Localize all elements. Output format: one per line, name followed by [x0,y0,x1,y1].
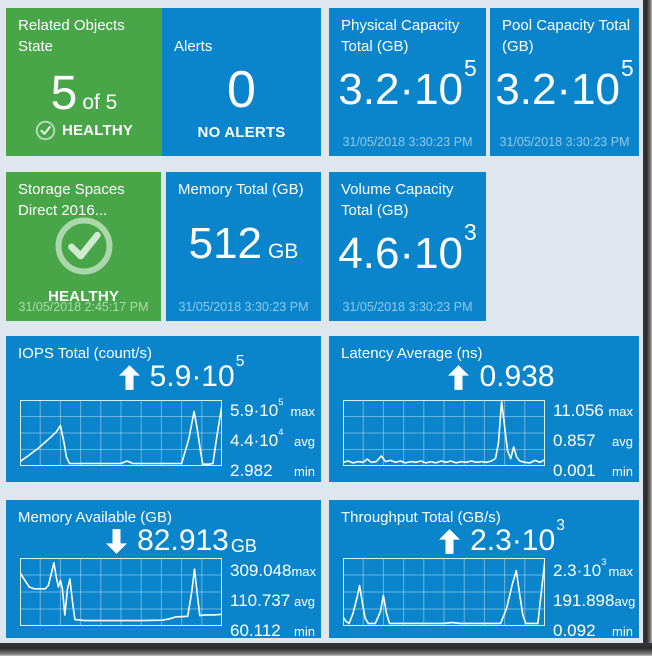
current-value: 82.913 GB [24,525,339,557]
sparkline-chart [343,400,545,466]
sparkline-chart [20,400,222,466]
window-shadow-right [643,0,652,656]
alerts-count: 0 [227,61,256,119]
tile-value: 3.2·105 [495,54,634,114]
tile-value: 512 GB [188,219,299,268]
tile-memory-available[interactable]: Memory Available (GB) 82.913 GB 309.048 ma… [6,500,321,640]
tile-title: Pool Capacity Total (GB) [502,17,631,55]
stat-avg: 191.898 avg [553,591,636,610]
tile-memory-total[interactable]: Memory Total (GB) 512 GB 31/05/2018 3:30:… [166,172,321,321]
stat-max: 5.9·105 max [230,396,315,420]
current-value: 5.9·105 [24,354,339,393]
healthy-check-icon [35,120,56,141]
stat-max: 2.3·103 max [553,556,633,580]
chart-stats: 309.048 max 110.737 avg 60.112 min [230,556,317,646]
sparkline-chart [343,558,545,626]
trend-down-icon [106,528,128,554]
timestamp: 31/05/2018 3:30:23 PM [342,135,473,149]
tile-value: 3.2·105 [338,54,477,114]
healthy-check-icon-large [54,217,113,275]
status-label: NO ALERTS [197,124,286,141]
tile-title: Alerts [174,38,213,55]
tile-title: Memory Total (GB) [178,181,304,198]
tile-pool-capacity[interactable]: Pool Capacity Total (GB) 3.2·105 31/05/2… [490,8,639,156]
tile-title: IOPS Total (count/s) [18,345,152,362]
timestamp: 31/05/2018 3:30:23 PM [342,300,473,314]
stat-min: 60.112 min [230,621,315,640]
tile-title: Latency Average (ns) [341,345,483,362]
tile-related-objects-state[interactable]: Related Objects State 5 of 5 HEALTHY [6,8,162,156]
timestamp: 31/05/2018 2:45:17 PM [18,300,149,314]
trend-up-icon [448,364,470,390]
status-label: HEALTHY [61,122,134,139]
tile-title: Related Objects State [18,17,125,55]
related-objects-count: 5 of 5 [50,67,118,120]
tile-title: Volume Capacity Total (GB) [341,181,454,219]
window-shadow-bottom [0,643,652,656]
tile-volume-capacity[interactable]: Volume Capacity Total (GB) 4.6·103 31/05… [329,172,486,321]
tile-title: Physical Capacity Total (GB) [341,17,460,55]
chart-stats: 11.056 max 0.857 avg 0.001 min [553,396,633,486]
status-badge: HEALTHY [6,288,161,305]
status-badge: NO ALERTS [162,124,321,141]
tile-storage-spaces-direct[interactable]: Storage Spaces Direct 2016... HEALTHY 31… [6,172,161,321]
tile-throughput-total[interactable]: Throughput Total (GB/s) 2.3·103 2.3·103 m… [329,500,639,640]
tile-physical-capacity[interactable]: Physical Capacity Total (GB) 3.2·105 31/… [329,8,486,156]
timestamp: 31/05/2018 3:30:23 PM [178,300,309,314]
current-value: 2.3·103 [347,518,652,557]
stat-avg: 110.737 avg [230,591,315,610]
stat-min: 0.001 min [553,461,633,480]
timestamp: 31/05/2018 3:30:23 PM [499,135,630,149]
tile-latency-average[interactable]: Latency Average (ns) 0.938 11.056 max 0.8… [329,336,639,482]
current-value: 0.938 [347,361,652,393]
chart-stats: 2.3·103 max 191.898 avg 0.092 min [553,556,636,646]
tile-value: 4.6·103 [338,218,477,278]
status-badge: HEALTHY [6,120,162,141]
trend-up-icon [118,364,140,390]
stat-min: 2.982 min [230,461,315,480]
tile-alerts[interactable]: Alerts 0 NO ALERTS [162,8,321,156]
tile-title: Throughput Total (GB/s) [341,509,501,526]
sparkline-chart [20,558,222,626]
stat-avg: 0.857 avg [553,431,633,450]
trend-up-icon [439,528,461,554]
chart-stats: 5.9·105 max 4.4·104 avg 2.982 min [230,396,315,486]
tile-title: Storage Spaces Direct 2016... [18,181,125,219]
tile-title: Memory Available (GB) [18,509,172,526]
status-label: HEALTHY [47,288,120,305]
tile-iops-total[interactable]: IOPS Total (count/s) 5.9·105 5.9·105 max … [6,336,321,482]
stat-avg: 4.4·104 avg [230,426,315,450]
stat-min: 0.092 min [553,621,633,640]
stat-max: 309.048 max [230,561,317,580]
stat-max: 11.056 max [553,401,633,420]
